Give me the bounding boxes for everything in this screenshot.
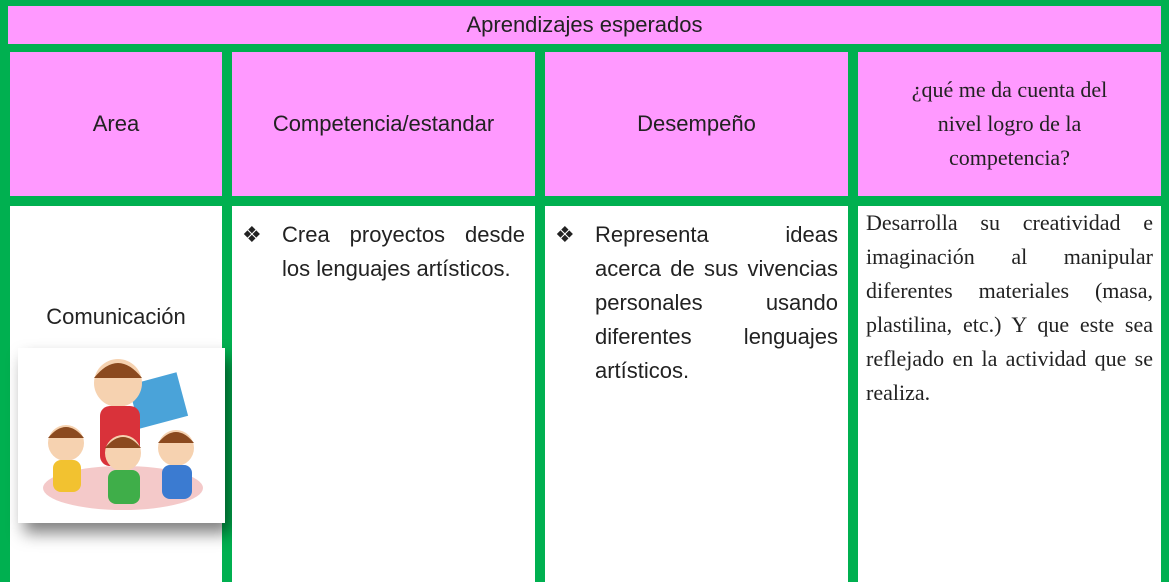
- title-cell: Aprendizajes esperados: [8, 6, 1161, 44]
- body-cell: Desarrolla su creatividad e imaginación …: [858, 206, 1161, 582]
- header-text: ¿qué me da cuenta del nivel logro de la …: [911, 77, 1108, 170]
- header-cell: Desempeño: [545, 52, 848, 196]
- header-text: Area: [92, 111, 140, 136]
- cell-text: Representa ideas acerca de sus vivencias…: [595, 222, 838, 383]
- bullet-icon: ❖: [242, 222, 262, 247]
- bullet-icon: ❖: [555, 222, 575, 247]
- header-cell: ¿qué me da cuenta del nivel logro de la …: [858, 52, 1161, 196]
- header-text: Competencia/estandar: [272, 111, 495, 136]
- cell-text: Desarrolla su creatividad e imaginación …: [866, 210, 1153, 405]
- body-cell: Comunicación: [10, 206, 225, 582]
- header-cell: Competencia/estandar: [232, 52, 535, 196]
- title: Aprendizajes esperados: [466, 12, 703, 37]
- header-text: Desempeño: [637, 111, 756, 136]
- body-cell: ❖ Crea proyectos desde los lenguajes artí…: [232, 206, 535, 582]
- kids-illustration: [18, 348, 225, 523]
- header-cell: Area: [10, 52, 222, 196]
- body-cell: ❖ Representa ideas acerca de sus vivencia…: [545, 206, 848, 582]
- area-text: Comunicación: [46, 304, 186, 329]
- cell-text: Crea proyectos desde los lenguajes artís…: [282, 222, 525, 281]
